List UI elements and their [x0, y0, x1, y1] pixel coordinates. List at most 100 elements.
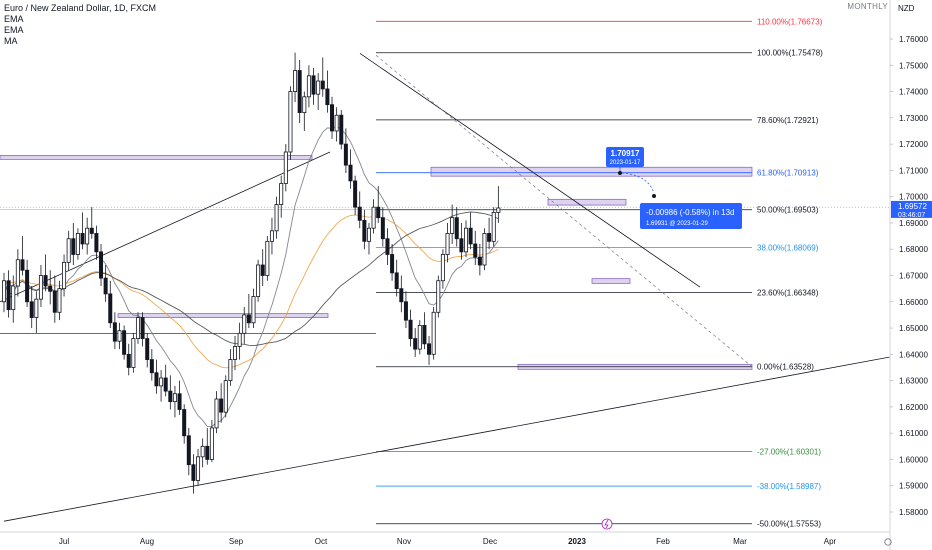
candle-up	[62, 261, 67, 290]
candle-up	[265, 240, 270, 276]
candle-down	[29, 301, 34, 318]
candle-down	[94, 233, 99, 253]
x-tick-label: Nov	[397, 537, 411, 546]
indicator-ma[interactable]: MA	[4, 36, 18, 46]
y-tick-label: 1.63000	[899, 377, 928, 386]
candle-down	[311, 75, 316, 95]
candle-up	[131, 338, 136, 368]
ema-fast-line	[3, 125, 499, 428]
y-tick-label: 1.74000	[899, 88, 928, 97]
current-price-value: 1.69572	[898, 202, 927, 211]
fib-level-label: 0.00%(1.63528)	[757, 363, 814, 372]
candle-up	[463, 227, 468, 253]
candle-up	[366, 227, 371, 242]
candle-down	[408, 319, 413, 339]
candle-up	[214, 398, 219, 429]
chart-legend: Euro / New Zealand Dollar, 1D, FXCM EMA …	[4, 3, 156, 47]
candle-down	[390, 254, 395, 274]
candle-down	[219, 398, 224, 413]
candle-up	[293, 70, 298, 92]
candle-down	[112, 322, 117, 342]
candle-down	[25, 269, 30, 303]
y-tick-label: 1.64000	[899, 350, 928, 359]
candle-up	[251, 296, 256, 324]
candle-up	[200, 445, 205, 458]
y-tick-label: 1.61000	[899, 429, 928, 438]
candle-down	[43, 275, 48, 287]
y-tick-label: 1.69000	[899, 219, 928, 228]
indicator-ema-2[interactable]: EMA	[4, 25, 24, 35]
y-tick-label: 1.68000	[899, 245, 928, 254]
candle-up	[283, 151, 288, 184]
candle-up	[288, 91, 293, 153]
supply-demand-zone	[117, 313, 329, 318]
fib-level-label: 100.00%(1.75478)	[757, 49, 823, 58]
candle-down	[385, 238, 390, 255]
indicator-ema-1[interactable]: EMA	[4, 14, 24, 24]
x-tick-label: Aug	[140, 537, 154, 546]
candle-up	[232, 346, 237, 360]
candle-down	[427, 343, 432, 355]
ema-slow-line	[3, 214, 499, 369]
candle-up	[15, 259, 20, 287]
candle-down	[325, 88, 330, 106]
currency-label: NZD	[898, 4, 915, 13]
y-tick-label: 1.72000	[899, 140, 928, 149]
y-tick-label: 1.67000	[899, 272, 928, 281]
candle-up	[2, 280, 7, 303]
candle-countdown: 03:46:07	[898, 212, 925, 219]
supply-demand-zone	[430, 166, 753, 177]
candle-down	[182, 409, 187, 437]
candle-up	[75, 233, 80, 255]
candle-up	[117, 330, 122, 342]
candle-down	[103, 277, 108, 295]
projection-dot	[652, 194, 656, 198]
candle-up	[223, 380, 228, 413]
candle-down	[89, 227, 94, 234]
candle-up	[279, 183, 284, 205]
candle-up	[85, 227, 90, 245]
candle-down	[473, 243, 478, 258]
candle-down	[126, 353, 131, 368]
candle-up	[417, 325, 422, 350]
candle-down	[186, 435, 191, 466]
price-axis-bg	[891, 0, 932, 550]
candle-up	[491, 212, 496, 242]
fib-level-label: 50.00%(1.69503)	[757, 206, 819, 215]
x-tick-label: Jul	[59, 537, 69, 546]
candle-down	[168, 390, 173, 403]
candle-down	[246, 314, 251, 324]
y-tick-label: 1.62000	[899, 403, 928, 412]
y-tick-label: 1.71000	[899, 166, 928, 175]
x-tick-label: Dec	[483, 537, 497, 546]
fib-level-label: -27.00%(1.60301)	[757, 448, 821, 457]
candle-up	[228, 359, 233, 382]
fib-level-label: -50.00%(1.57553)	[757, 520, 821, 529]
y-tick-label: 1.60000	[899, 455, 928, 464]
candle-up	[496, 207, 501, 213]
candle-up	[334, 114, 339, 132]
candle-down	[297, 70, 302, 113]
candle-up	[316, 80, 321, 95]
candle-up	[371, 206, 376, 229]
candle-up	[159, 377, 164, 387]
y-tick-label: 1.59000	[899, 482, 928, 491]
measure-target: 1.69931 @ 2023-01-29	[646, 221, 708, 227]
candle-up	[445, 233, 450, 255]
y-tick-label: 1.65000	[899, 324, 928, 333]
candle-down	[357, 206, 362, 221]
y-tick-label: 1.70000	[899, 193, 928, 202]
ma-line	[3, 211, 499, 347]
candle-down	[20, 259, 25, 271]
x-tick-label: Oct	[315, 537, 328, 546]
candle-down	[52, 290, 57, 313]
candle-down	[99, 251, 104, 279]
candle-down	[343, 143, 348, 166]
timeframe-label: MONTHLY	[847, 2, 888, 11]
candle-down	[154, 372, 159, 387]
fib-level-label: 38.00%(1.68069)	[757, 243, 819, 252]
high-marker-price: 1.70917	[611, 149, 640, 158]
candle-down	[205, 445, 210, 460]
upper-trendline	[0, 151, 331, 303]
